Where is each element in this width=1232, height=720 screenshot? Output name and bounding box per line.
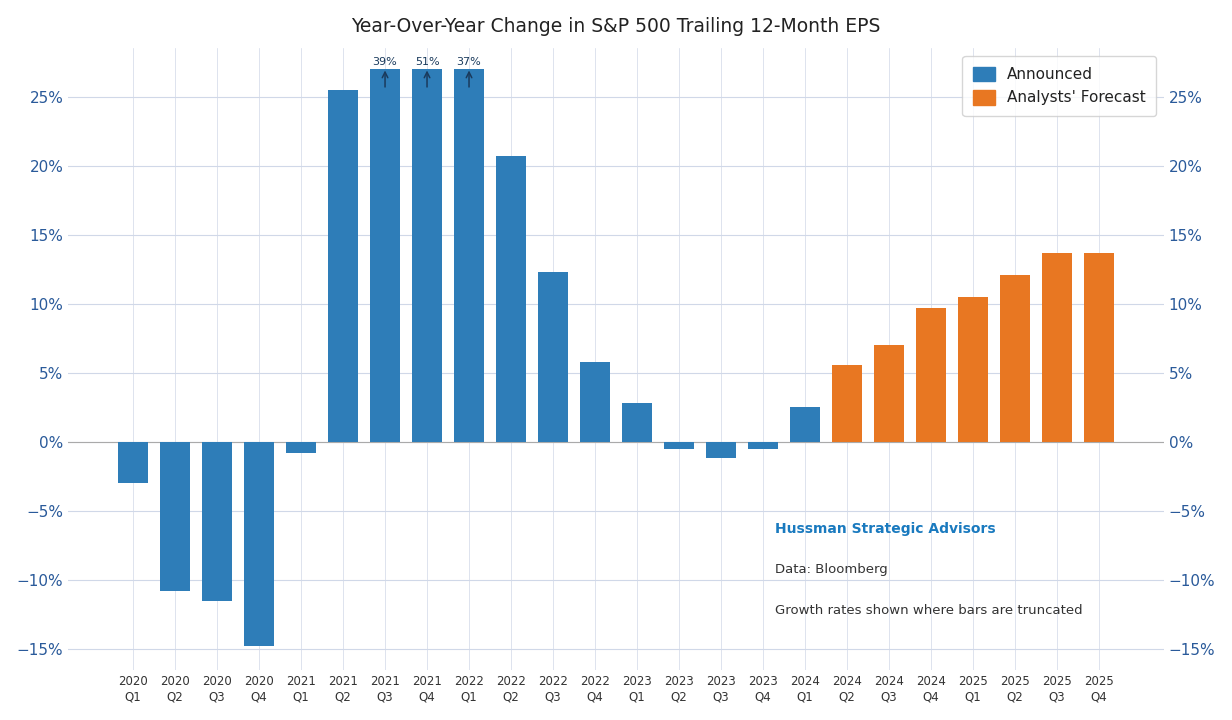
Bar [1084,253,1114,442]
Bar [580,362,610,442]
Bar [1000,275,1030,442]
Bar [915,308,946,442]
Bar [496,156,526,442]
Bar [748,442,779,449]
Bar [664,442,694,449]
Bar [160,442,190,591]
Bar [538,272,568,442]
Bar [1042,253,1072,442]
Bar [286,442,317,453]
Text: Hussman Strategic Advisors: Hussman Strategic Advisors [775,522,995,536]
Text: Growth rates shown where bars are truncated: Growth rates shown where bars are trunca… [775,604,1083,617]
Bar [706,442,736,459]
Bar [873,346,904,442]
Bar [957,297,988,442]
Legend: Announced, Analysts' Forecast: Announced, Analysts' Forecast [962,56,1156,116]
Text: Data: Bloomberg: Data: Bloomberg [775,564,887,577]
Bar [370,69,400,442]
Bar [622,403,652,442]
Text: 51%: 51% [415,57,440,67]
Bar [244,442,275,647]
Bar [453,69,484,442]
Text: 39%: 39% [372,57,398,67]
Bar [118,442,148,483]
Bar [790,408,821,442]
Bar [202,442,232,600]
Bar [832,364,862,442]
Title: Year-Over-Year Change in S&P 500 Trailing 12-Month EPS: Year-Over-Year Change in S&P 500 Trailin… [351,17,881,36]
Bar [411,69,442,442]
Bar [328,90,359,442]
Text: 37%: 37% [457,57,482,67]
